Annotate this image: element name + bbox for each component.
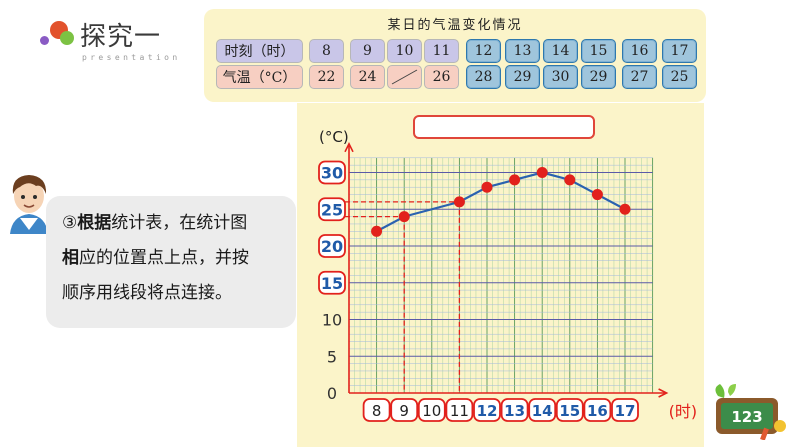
temp-cell-14: 30 [543,65,578,89]
temp-cell-10 [387,65,422,89]
hour-cell-15: 15 [581,39,616,63]
missing-value-slash-icon [391,69,418,85]
data-point [453,196,465,208]
temp-cell-17: 25 [662,65,697,89]
y-tick-label: 25 [321,200,343,219]
data-point [371,225,383,237]
row-header-hour: 时刻（时） [216,39,303,63]
x-tick-box [473,398,501,422]
table-caption: 某日的气温变化情况 [387,18,523,33]
badge-text: 123 [731,408,762,426]
x-tick-label: 15 [559,402,580,420]
y-tick-box [318,234,346,258]
x-tick-box [528,398,557,422]
y-tick-box [318,197,346,222]
row-header-temp: 气温（°C） [216,65,303,89]
x-tick-label: 14 [532,402,553,420]
data-point [564,174,576,186]
bold-keyword: 根据 [77,213,112,233]
x-tick-label: 9 [399,402,409,420]
page-subtitle: presentation [82,53,181,62]
y-axis-arrow-icon [344,142,354,153]
x-tick-box [362,398,391,422]
student-avatar-icon [10,175,48,234]
temp-cell-11: 26 [424,65,459,89]
y-tick-label: 15 [321,274,343,293]
hour-cell-13: 13 [505,39,540,63]
y-tick-box [318,270,346,295]
y-tick-label: 10 [322,311,342,330]
temp-cell-16: 27 [622,65,657,89]
hour-cell-14: 14 [543,39,578,63]
temp-cell-9: 24 [350,65,385,89]
x-tick-label: 11 [450,402,469,420]
x-tick-box [583,398,612,422]
chart-title-input-box[interactable] [413,115,595,139]
temp-cell-15: 29 [581,65,616,89]
logo-dot-green [60,31,74,45]
line-chart: (°C) (时) 0 5 10 15 20 25 30 8 9 10 11 12 13 14 15 16 17 [318,128,698,422]
data-point [591,189,603,201]
x-tick-box [500,398,529,422]
speech-bubble [46,196,296,328]
bold-keyword-2: 相 [62,248,79,268]
y-tick-label: 30 [321,164,343,183]
data-point [619,203,631,215]
data-point [509,174,521,186]
y-tick-box [318,160,346,185]
x-axis-unit-label: (时) [669,402,698,421]
hour-cell-11: 11 [424,39,459,63]
hour-cell-10: 10 [387,39,422,63]
x-tick-label: 16 [587,402,608,420]
x-tick-box [611,398,639,422]
step-marker: ③ [62,213,78,233]
x-axis-arrow-icon [658,388,669,398]
x-tick-label: 13 [504,402,525,420]
x-tick-box [555,398,584,422]
temp-cell-12: 28 [466,65,501,89]
x-tick-box [417,398,446,422]
hour-cell-8: 8 [309,39,344,63]
logo-dot-purple [40,36,49,45]
data-point [481,181,493,193]
x-tick-label: 8 [372,402,382,420]
hour-cell-9: 9 [350,39,385,63]
data-point [398,211,410,223]
y-tick-label: 0 [327,384,337,403]
x-tick-box [445,398,474,422]
hour-cell-12: 12 [466,39,501,63]
instruction-text: ③根据统计表，在统计图 相应的位置点上点，并按 顺序用线段将点连接。 [62,206,292,311]
data-point [536,167,548,178]
hour-cell-16: 16 [622,39,657,63]
instruction-line-3: 顺序用线段将点连接。 [62,283,232,303]
x-tick-box [390,398,419,422]
y-tick-label: 20 [321,237,343,256]
y-axis-unit-label: (°C) [319,128,349,146]
temp-cell-8: 22 [309,65,344,89]
x-tick-label: 17 [615,402,636,420]
temp-cell-13: 29 [505,65,540,89]
instruction-line-1: 统计表，在统计图 [111,213,248,233]
y-tick-label: 5 [327,347,337,366]
x-tick-label: 10 [422,402,441,420]
instruction-line-2: 应的位置点上点，并按 [79,248,249,268]
x-tick-label: 12 [477,402,498,420]
page-title: 探究一 [80,22,162,52]
math-badge-icon: 123 [715,384,786,440]
hour-cell-17: 17 [662,39,697,63]
